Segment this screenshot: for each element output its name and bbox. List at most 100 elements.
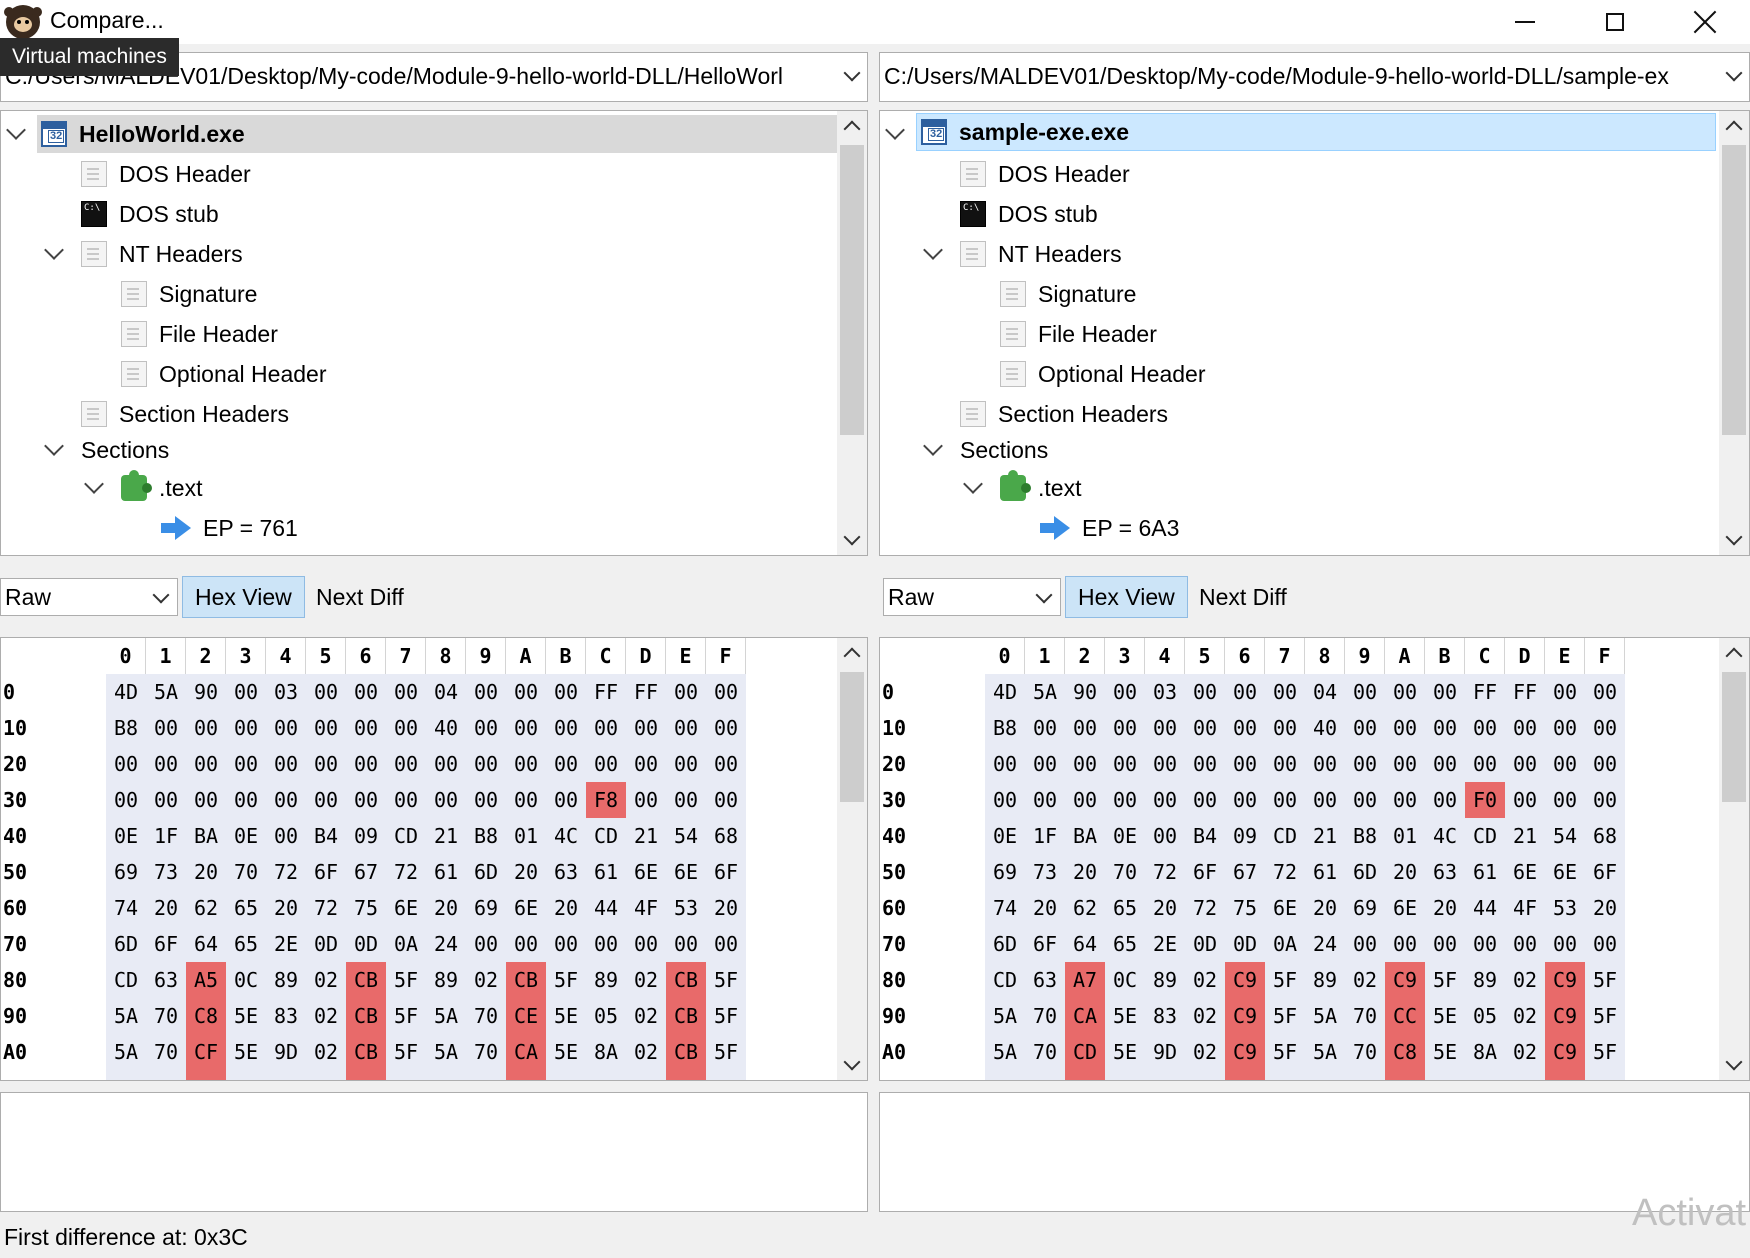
hex-byte[interactable]: 4C: [553, 824, 579, 848]
hex-byte[interactable]: 63: [1032, 968, 1058, 992]
hex-byte[interactable]: 72: [1272, 860, 1298, 884]
hex-byte[interactable]: 4D: [113, 680, 139, 704]
hex-byte[interactable]: 63: [553, 860, 579, 884]
hex-byte[interactable]: 24: [1312, 932, 1338, 956]
hex-byte[interactable]: 00: [1432, 788, 1458, 812]
hex-byte[interactable]: 6F: [153, 932, 179, 956]
hex-byte[interactable]: 53: [673, 896, 699, 920]
root-expander[interactable]: [6, 120, 26, 140]
hex-byte[interactable]: 90: [193, 680, 219, 704]
hex-byte[interactable]: CD: [593, 824, 619, 848]
hex-byte[interactable]: 00: [1432, 932, 1458, 956]
hex-byte[interactable]: 5E: [1432, 1004, 1458, 1028]
hex-byte[interactable]: CE: [513, 1004, 539, 1028]
right-structure-tree[interactable]: sample-exe.exe DOS Header DOS stub NT He…: [879, 110, 1750, 556]
hex-byte[interactable]: 0E: [1112, 824, 1138, 848]
right-next-diff-button[interactable]: Next Diff: [1199, 584, 1287, 610]
hex-byte[interactable]: 2E: [1152, 932, 1178, 956]
hex-byte[interactable]: 00: [1552, 716, 1578, 740]
hex-byte[interactable]: CF: [193, 1040, 219, 1064]
hex-byte[interactable]: 4C: [1432, 824, 1458, 848]
hex-byte[interactable]: 5A: [992, 1004, 1018, 1028]
hex-byte[interactable]: C8: [193, 1004, 219, 1028]
scroll-thumb[interactable]: [840, 672, 864, 802]
scroll-up-button[interactable]: [1719, 111, 1749, 141]
hex-byte[interactable]: 5A: [433, 1004, 459, 1028]
hex-byte[interactable]: 20: [713, 896, 739, 920]
hex-byte[interactable]: 00: [513, 680, 539, 704]
hex-byte[interactable]: 00: [1352, 752, 1378, 776]
hex-byte[interactable]: 65: [1112, 932, 1138, 956]
hex-byte[interactable]: 61: [433, 860, 459, 884]
hex-byte[interactable]: 4F: [633, 896, 659, 920]
hex-byte[interactable]: 64: [193, 932, 219, 956]
hex-byte[interactable]: 89: [273, 968, 299, 992]
hex-byte[interactable]: 0D: [353, 932, 379, 956]
hex-byte[interactable]: 00: [673, 788, 699, 812]
hex-byte[interactable]: 00: [233, 716, 259, 740]
minimize-button[interactable]: [1480, 0, 1570, 44]
hex-byte[interactable]: 83: [1152, 1004, 1178, 1028]
hex-byte[interactable]: 00: [353, 752, 379, 776]
hex-byte[interactable]: 5F: [1272, 1004, 1298, 1028]
hex-byte[interactable]: 00: [1192, 788, 1218, 812]
hex-byte[interactable]: 02: [1192, 968, 1218, 992]
scroll-thumb[interactable]: [1722, 145, 1746, 435]
tree-item-entry-point[interactable]: EP = 761: [161, 509, 298, 547]
hex-byte[interactable]: 00: [1552, 932, 1578, 956]
hex-byte[interactable]: 89: [433, 968, 459, 992]
scroll-down-button[interactable]: [837, 525, 867, 555]
hex-byte[interactable]: 00: [393, 680, 419, 704]
left-structure-tree[interactable]: HelloWorld.exe DOS Header DOS stub NT He…: [0, 110, 868, 556]
hex-byte[interactable]: CB: [673, 968, 699, 992]
hex-byte[interactable]: 5E: [553, 1040, 579, 1064]
scroll-thumb[interactable]: [1722, 672, 1746, 802]
hex-byte[interactable]: 00: [1432, 752, 1458, 776]
hex-byte[interactable]: 00: [1152, 716, 1178, 740]
right-path-dropdown-button[interactable]: [1719, 53, 1749, 101]
tree-item-optional-header[interactable]: Optional Header: [1000, 355, 1206, 393]
hex-byte[interactable]: 00: [1512, 788, 1538, 812]
hex-byte[interactable]: C9: [1552, 1040, 1578, 1064]
hex-byte[interactable]: 03: [273, 680, 299, 704]
hex-byte[interactable]: 20: [1072, 860, 1098, 884]
hex-byte[interactable]: 00: [153, 716, 179, 740]
hex-byte[interactable]: 5A: [153, 680, 179, 704]
hex-byte[interactable]: CD: [992, 968, 1018, 992]
hex-byte[interactable]: 00: [473, 932, 499, 956]
hex-byte[interactable]: 44: [593, 896, 619, 920]
hex-byte[interactable]: 20: [1032, 896, 1058, 920]
tree-item-text-section[interactable]: .text: [121, 469, 202, 507]
hex-byte[interactable]: 4F: [1512, 896, 1538, 920]
hex-byte[interactable]: 00: [1232, 752, 1258, 776]
hex-byte[interactable]: 21: [1512, 824, 1538, 848]
hex-byte[interactable]: CA: [513, 1040, 539, 1064]
hex-byte[interactable]: 00: [113, 752, 139, 776]
hex-byte[interactable]: 65: [1112, 896, 1138, 920]
hex-byte[interactable]: 70: [233, 860, 259, 884]
hex-byte[interactable]: 02: [313, 1040, 339, 1064]
hex-byte[interactable]: 02: [313, 1004, 339, 1028]
right-path-combo[interactable]: C:/Users/MALDEV01/Desktop/My-code/Module…: [879, 52, 1750, 102]
hex-byte[interactable]: 00: [1472, 932, 1498, 956]
hex-byte[interactable]: 90: [1072, 680, 1098, 704]
hex-byte[interactable]: 00: [1592, 932, 1618, 956]
hex-byte[interactable]: 00: [553, 788, 579, 812]
text-section-expander[interactable]: [963, 474, 983, 494]
hex-byte[interactable]: C9: [1232, 1040, 1258, 1064]
hex-byte[interactable]: 0C: [1112, 968, 1138, 992]
hex-byte[interactable]: 75: [353, 896, 379, 920]
hex-byte[interactable]: 00: [273, 788, 299, 812]
hex-byte[interactable]: 6E: [513, 896, 539, 920]
hex-byte[interactable]: 62: [1072, 896, 1098, 920]
hex-byte[interactable]: 5A: [113, 1040, 139, 1064]
hex-byte[interactable]: 00: [1032, 716, 1058, 740]
hex-byte[interactable]: 69: [113, 860, 139, 884]
hex-byte[interactable]: 54: [1552, 824, 1578, 848]
hex-byte[interactable]: 05: [1472, 1004, 1498, 1028]
hex-byte[interactable]: 0D: [1232, 932, 1258, 956]
hex-byte[interactable]: 5F: [1272, 968, 1298, 992]
hex-byte[interactable]: 4D: [992, 680, 1018, 704]
hex-byte[interactable]: 5A: [1312, 1040, 1338, 1064]
